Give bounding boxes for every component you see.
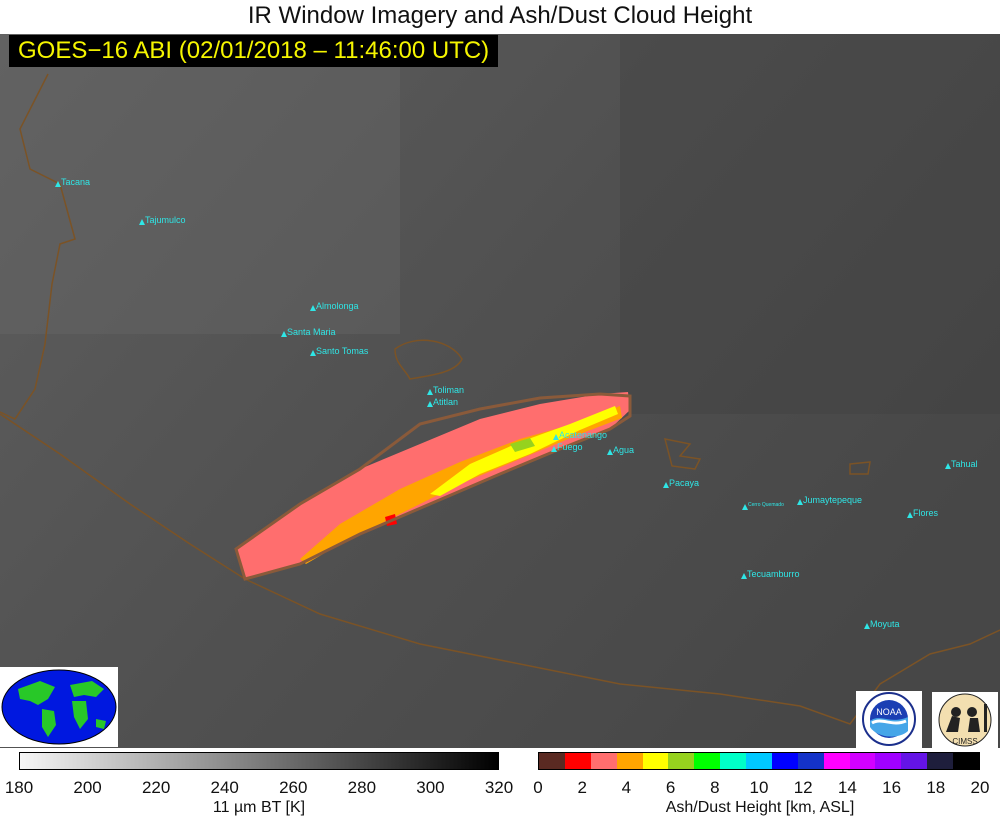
volcano-marker-icon xyxy=(310,305,316,311)
lake-atitlan xyxy=(394,339,463,380)
volcano-marker-icon xyxy=(427,389,433,395)
ash-tick-label: 16 xyxy=(882,778,902,797)
satellite-timestamp: GOES−16 ABI (02/01/2018 – 11:46:00 UTC) xyxy=(9,35,499,67)
volcano-label: Flores xyxy=(913,508,939,518)
bt-tick-label: 300 xyxy=(416,778,445,797)
bt-tick-label: 200 xyxy=(73,778,102,797)
volcano-label: Pacaya xyxy=(669,478,700,488)
volcano-label: Tecuamburro xyxy=(747,569,800,579)
bt-tick-label: 260 xyxy=(279,778,308,797)
ir-cloud-patch xyxy=(620,34,1000,414)
volcano-marker-icon xyxy=(427,401,433,407)
ash-colorbar-segment xyxy=(616,753,643,769)
ash-tick-label: 6 xyxy=(665,778,676,797)
svg-text:NOAA: NOAA xyxy=(876,707,902,717)
volcano-marker-icon xyxy=(742,504,748,510)
volcano-label: Santa Maria xyxy=(287,327,336,337)
ash-colorbar-title: Ash/Dust Height [km, ASL] xyxy=(665,799,855,816)
political-borders xyxy=(0,73,1000,725)
ash-tick-label: 20 xyxy=(970,778,990,797)
ash-colorbar-segment xyxy=(953,753,979,769)
lake-amatitlan xyxy=(663,438,702,470)
volcano-label: Tajumulco xyxy=(145,215,186,225)
ash-colorbar-segment xyxy=(590,753,617,769)
ash-height-colorbar xyxy=(538,752,980,770)
volcano-label: Almolonga xyxy=(316,301,359,311)
volcano-marker-icon xyxy=(55,181,61,187)
volcano-marker-icon xyxy=(139,219,145,225)
volcano-label: Agua xyxy=(613,445,635,455)
ash-tick-label: 8 xyxy=(710,778,720,797)
ash-colorbar-segment xyxy=(564,753,591,769)
volcano-label: Santo Tomas xyxy=(316,346,369,356)
figure-title: IR Window Imagery and Ash/Dust Cloud Hei… xyxy=(247,2,753,29)
svg-text:CIMSS: CIMSS xyxy=(952,737,977,746)
volcano-marker-icon xyxy=(797,499,803,505)
ash-colorbar-segment xyxy=(642,753,669,769)
ash-colorbar-segment xyxy=(720,753,746,769)
volcano-marker-icon xyxy=(663,482,669,488)
noaa-logo: NOAA xyxy=(856,691,922,748)
volcano-marker-icon xyxy=(864,623,870,629)
lake-guija xyxy=(849,461,871,475)
volcano-label: Cerro Quemado xyxy=(748,502,784,508)
ash-tick-label: 14 xyxy=(837,778,857,797)
volcano-marker-icon xyxy=(310,350,316,356)
border-mexico-guatemala xyxy=(0,73,76,420)
satellite-map: Tacana Tajumulco Almolonga Santa Maria Santo… xyxy=(0,34,1000,748)
ir-cloud-patch xyxy=(0,34,400,334)
volcano-label: Fuego xyxy=(557,442,583,452)
ash-tick-label: 12 xyxy=(793,778,813,797)
volcano-marker-icon xyxy=(281,331,287,337)
ash-colorbar-segment xyxy=(901,753,928,769)
ash-colorbar-segment xyxy=(875,753,902,769)
volcano-marker-icon xyxy=(741,573,747,579)
bt-tick-label: 220 xyxy=(141,778,171,797)
volcano-marker-icon xyxy=(945,463,951,469)
ash-colorbar-segment xyxy=(539,753,565,769)
volcano-label: Acatenango xyxy=(559,430,608,440)
volcano-marker-icon xyxy=(551,446,557,452)
bt-colorbar xyxy=(19,752,499,770)
coastline xyxy=(0,413,1000,725)
bt-tick-label: 180 xyxy=(4,778,34,797)
volcano-marker-icon xyxy=(607,449,613,455)
ash-colorbar-segment xyxy=(668,753,695,769)
ash-tick-label: 18 xyxy=(926,778,946,797)
globe-logo xyxy=(0,667,118,747)
volcano-label: Tahual xyxy=(951,459,978,469)
ash-tick-label: 10 xyxy=(749,778,769,797)
volcano-marker-icon xyxy=(553,434,559,440)
ash-colorbar-segment xyxy=(797,753,824,769)
ash-tick-label: 2 xyxy=(577,778,587,797)
ash-tick-label: 4 xyxy=(621,778,632,797)
ash-cloud xyxy=(234,392,632,581)
volcano-label: Atitlan xyxy=(433,397,459,407)
volcano-marker-icon xyxy=(907,512,913,518)
bt-tick-label: 280 xyxy=(347,778,377,797)
ash-tick-label: 0 xyxy=(533,778,543,797)
bt-colorbar-title: 11 µm BT [K] xyxy=(212,799,306,816)
cimss-logo: CIMSS xyxy=(932,692,998,748)
ash-colorbar-segment xyxy=(927,753,953,769)
ir-background xyxy=(0,34,1000,748)
ash-colorbar-segment xyxy=(823,753,850,769)
volcano-label: Moyuta xyxy=(870,619,900,629)
volcano-label: Toliman xyxy=(433,385,465,395)
map-canvas xyxy=(0,34,1000,748)
ash-colorbar-segment xyxy=(746,753,772,769)
volcano-label: Jumaytepeque xyxy=(803,495,863,505)
volcano-label: Tacana xyxy=(61,177,91,187)
bt-tick-label: 320 xyxy=(484,778,514,797)
ash-colorbar-segment xyxy=(694,753,721,769)
ash-colorbar-segment xyxy=(849,753,876,769)
ash-colorbar-segment xyxy=(771,753,798,769)
bt-tick-label: 240 xyxy=(210,778,239,797)
